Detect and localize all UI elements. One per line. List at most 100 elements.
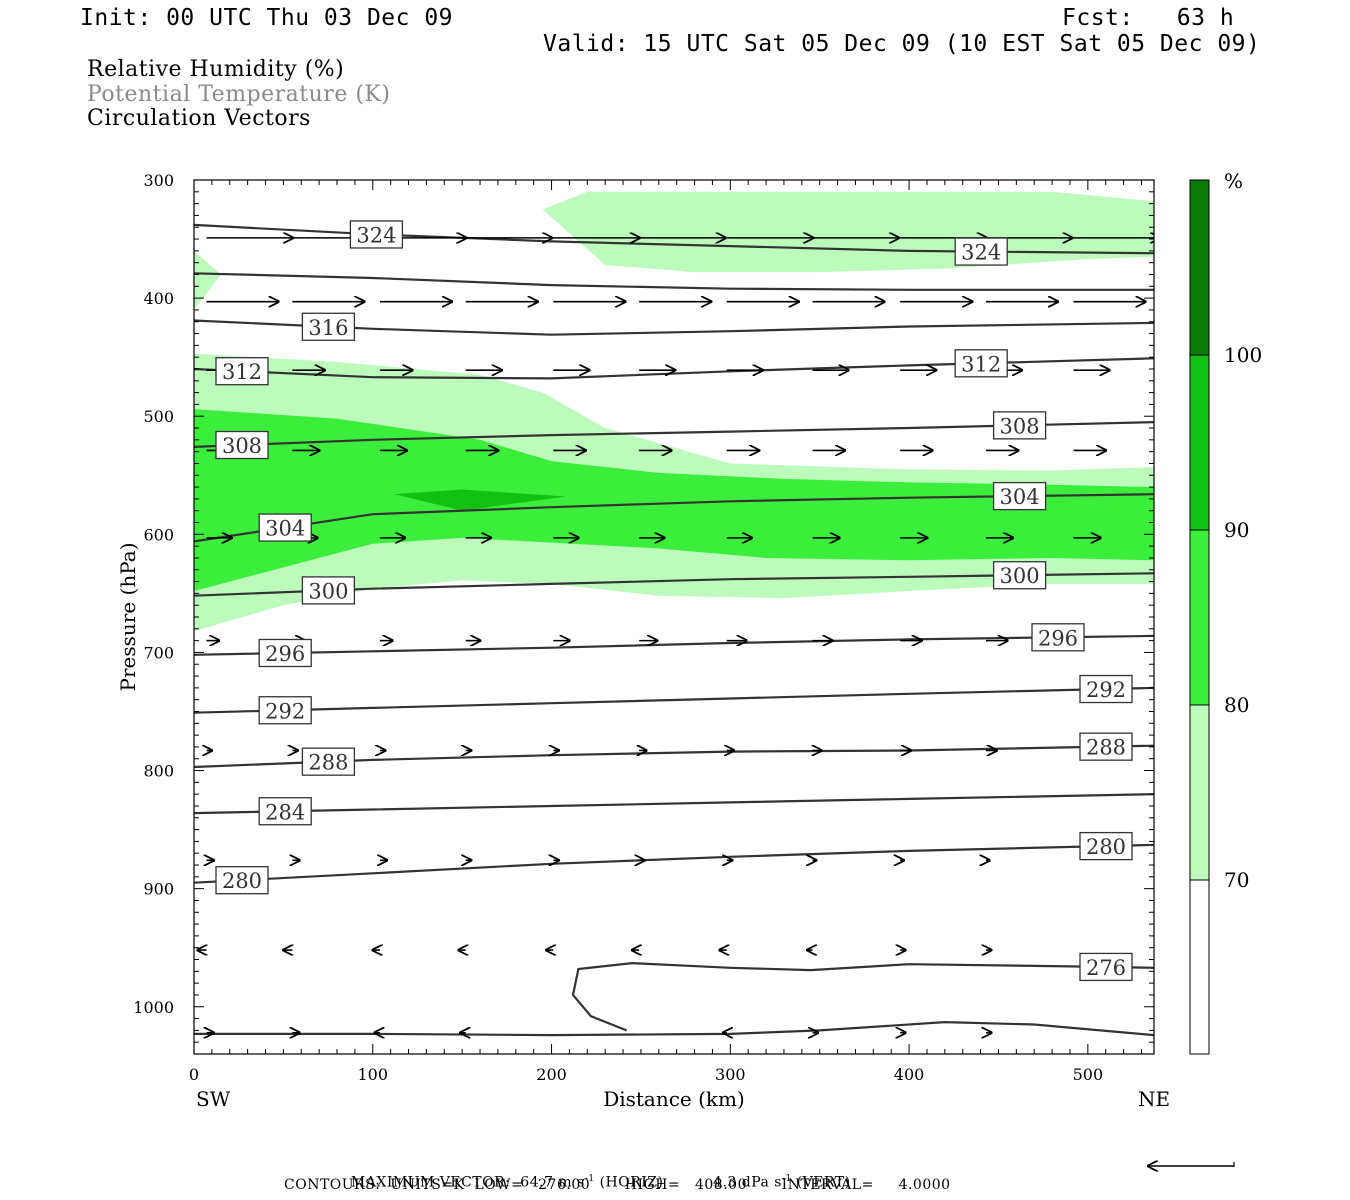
contour-label-296-1: 296 (1038, 626, 1078, 650)
legend-potential-temperature: Potential Temperature (K) (87, 82, 391, 107)
contour-label-box-304 (992, 481, 1047, 511)
colorbar-level-90: 90 (1224, 518, 1249, 542)
y-tick-label-400: 400 (143, 289, 174, 308)
legend-circulation-vectors: Circulation Vectors (87, 106, 311, 131)
max-horiz-exponent: -1 (584, 1174, 595, 1184)
y-tick-label-500: 500 (143, 407, 174, 426)
contour-label-292-1: 292 (1086, 678, 1126, 702)
vert-tag: (VERT) (796, 1174, 851, 1191)
contour-label-280-0: 280 (222, 869, 262, 893)
x-tick-label-0: 0 (189, 1065, 199, 1084)
colorbar-frame (1189, 179, 1210, 1055)
colorbar-segment-0 (1190, 180, 1209, 355)
y-tick-label-700: 700 (143, 643, 174, 662)
colorbar-segment-4 (1190, 880, 1209, 1054)
contour-label-box-284 (258, 797, 312, 826)
contour-label-box-292 (1079, 674, 1133, 704)
x-end-label-ne: NE (1138, 1087, 1170, 1111)
contour-label-box-280 (1079, 831, 1133, 861)
rh-region-70-0 (542, 191, 1154, 273)
theta-contour-292 (194, 686, 1154, 714)
legend-relative-humidity: Relative Humidity (%) (87, 57, 345, 82)
colorbar-unit: % (1224, 169, 1243, 193)
contour-label-304-1: 304 (1000, 485, 1040, 509)
contour-label-312-1: 312 (961, 352, 1001, 376)
theta-contour-284 (194, 793, 1154, 815)
contour-label-296-0: 296 (265, 642, 305, 666)
y-tick-label-800: 800 (143, 762, 174, 781)
contour-label-284-0: 284 (265, 800, 305, 824)
max-vector-label: MAXIMUM VECTOR: (350, 1174, 511, 1191)
contour-label-288-0: 288 (308, 751, 348, 775)
contour-label-box-288 (301, 747, 356, 776)
x-tick-label-400: 400 (894, 1065, 925, 1084)
theta-contour-296 (194, 634, 1154, 656)
contour-label-308-1: 308 (1000, 414, 1040, 438)
x-tick-label-300: 300 (715, 1065, 746, 1084)
contour-label-280-1: 280 (1086, 835, 1126, 859)
contour-label-292-0: 292 (265, 699, 305, 723)
x-end-label-sw: SW (196, 1087, 231, 1111)
contours-info: CONTOURS: UNITS=K LOW= 276.00 HIGH= 408.… (284, 1177, 951, 1193)
contour-label-288-1: 288 (1086, 736, 1126, 760)
y-tick-label-900: 900 (143, 880, 174, 899)
contour-label-box-312 (954, 349, 1008, 378)
rh-region-90-4 (394, 489, 566, 511)
theta-contour-276 (571, 961, 1154, 1032)
x-axis-title: Distance (km) (603, 1087, 745, 1111)
x-tick-label-500: 500 (1073, 1065, 1104, 1084)
contour-label-box-316 (301, 312, 356, 341)
init-time: Init: 00 UTC Thu 03 Dec 09 (80, 5, 454, 31)
max-vert-value: 4.3 dPa s (713, 1174, 782, 1191)
contour-label-box-304 (258, 513, 312, 542)
max-vector-line: MAXIMUM VECTOR: 64.7 m s-1 (HORIZ) 4.3 d… (341, 1158, 851, 1191)
colorbar-segment-1 (1190, 355, 1209, 530)
x-tick-label-200: 200 (536, 1065, 567, 1084)
contour-label-324-1: 324 (961, 241, 1001, 265)
y-tick-label-1000: 1000 (133, 998, 174, 1017)
theta-contour-320 (194, 272, 1154, 291)
contour-label-box-292 (258, 696, 312, 725)
theta-contour-304 (194, 493, 1154, 543)
max-vert-exponent: -1 (781, 1174, 792, 1184)
y-tick-label-600: 600 (143, 525, 174, 544)
contour-label-box-324 (954, 237, 1008, 266)
theta-contour-272 (194, 1020, 1154, 1037)
horiz-tag: (HORIZ) (599, 1174, 664, 1191)
theta-contour-312 (194, 357, 1154, 380)
contour-label-316-0: 316 (308, 316, 348, 340)
forecast-hour: Fcst: 63 h (1062, 5, 1235, 31)
contour-label-300-0: 300 (308, 579, 348, 603)
rh-region-80-3 (194, 409, 1154, 592)
valid-time: Valid: 15 UTC Sat 05 Dec 09 (10 EST Sat … (543, 31, 1261, 57)
contour-label-276-0: 276 (1086, 956, 1126, 980)
contour-label-304-0: 304 (265, 517, 305, 541)
contour-label-300-1: 300 (1000, 564, 1040, 588)
y-axis-title: Pressure (hPa) (116, 543, 140, 692)
contour-label-box-296 (258, 638, 312, 668)
max-horiz-value: 64.7 m s (520, 1174, 585, 1191)
contour-label-box-300 (301, 576, 356, 605)
contour-label-box-308 (215, 430, 269, 460)
colorbar-level-100: 100 (1224, 343, 1262, 367)
plot-area: 324 324 316 312 312 308 308 304 304 300 300 296 296 2… (194, 191, 1154, 1037)
colorbar-level-80: 80 (1224, 693, 1249, 717)
contour-label-312-0: 312 (222, 360, 262, 384)
contour-label-box-280 (215, 866, 269, 895)
theta-contour-308 (194, 421, 1154, 448)
contour-label-box-288 (1079, 732, 1133, 761)
plot-frame (193, 179, 1155, 1055)
contour-label-324-0: 324 (356, 223, 396, 247)
contour-label-box-308 (992, 411, 1047, 440)
x-tick-label-100: 100 (357, 1065, 388, 1084)
contour-label-box-312 (215, 357, 269, 386)
contour-label-box-276 (1079, 952, 1133, 982)
theta-contour-280 (194, 843, 1154, 884)
contour-label-box-324 (349, 220, 404, 249)
theta-contour-324 (194, 223, 1154, 255)
rh-region-70-1 (194, 250, 221, 310)
colorbar-segment-3 (1190, 705, 1209, 880)
contour-label-box-296 (1031, 623, 1085, 652)
colorbar-level-70: 70 (1224, 868, 1249, 892)
